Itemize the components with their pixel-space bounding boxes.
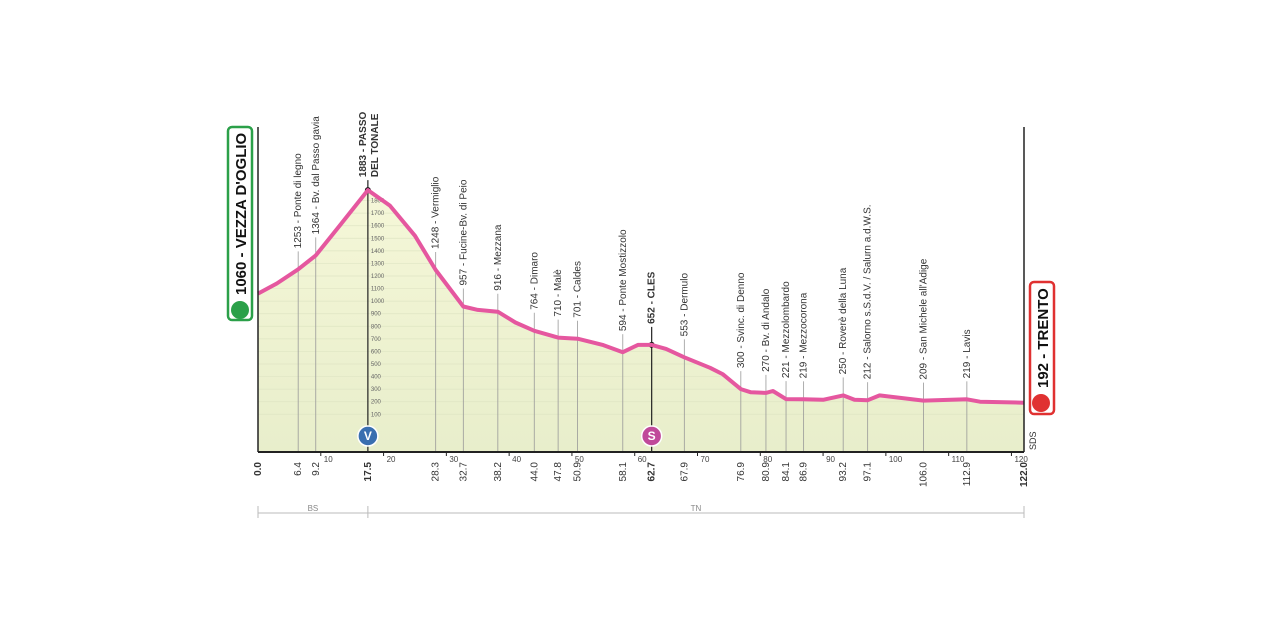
- km-label: 50.9: [573, 462, 584, 482]
- x-tick-label: 80: [763, 455, 772, 464]
- start-box: [226, 125, 254, 322]
- x-tick-label: 70: [701, 455, 710, 464]
- waypoint-label: 594 - Ponte Mostizzolo: [618, 229, 629, 331]
- x-tick-label: 90: [826, 455, 835, 464]
- y-tick-label: 200: [371, 400, 382, 406]
- km-label: 106.0: [919, 462, 930, 487]
- waypoint-label: 219 - Lavis: [962, 329, 973, 378]
- waypoint-label: 916 - Mezzana: [493, 224, 504, 291]
- x-tick-label: 20: [387, 455, 396, 464]
- x-tick-label: 60: [638, 455, 647, 464]
- km-label: 62.7: [647, 462, 658, 482]
- waypoint-label: 1883 - PASSO: [358, 112, 369, 178]
- waypoint-label: DEL TONALE: [370, 113, 381, 177]
- waypoint-label: 710 - Malè: [553, 269, 564, 317]
- km-label: 6.4: [293, 462, 304, 476]
- waypoint-label: 209 - San Michele all'Adige: [919, 258, 930, 379]
- icon: [640, 425, 663, 447]
- x-tick-label: 10: [324, 455, 333, 464]
- x-tick-label: 110: [952, 455, 965, 464]
- waypoint-label: 764 - Dimaro: [529, 252, 540, 310]
- icon: [357, 425, 379, 447]
- km-label: 9.2: [311, 462, 322, 476]
- y-tick-label: 300: [371, 387, 382, 393]
- waypoint-label: 219 - Mezzocorona: [799, 292, 810, 378]
- region-label: BS: [308, 504, 319, 513]
- km-label: 28.3: [431, 462, 442, 482]
- km-label: 93.2: [838, 462, 849, 482]
- finish-label: 192 - TRENTO: [1035, 288, 1052, 388]
- km-label: 122.0: [1019, 462, 1030, 487]
- x-tick-label: 100: [889, 455, 903, 464]
- km-label: 67.9: [679, 462, 690, 482]
- y-tick-label: 1200: [371, 274, 385, 280]
- y-tick-label: 1600: [371, 224, 385, 230]
- icon-label: S: [648, 429, 656, 443]
- waypoint-label: 300 - Svinc. di Denno: [736, 272, 747, 368]
- waypoint-label: 1364 - Bv. dal Passo gavia: [311, 116, 322, 235]
- waypoint-label: 957 - Fucine-Bv. di Peio: [458, 179, 469, 285]
- y-tick-label: 1700: [371, 211, 385, 217]
- sds-label: SDS: [1028, 431, 1038, 450]
- y-tick-label: 100: [371, 412, 382, 418]
- waypoint-label: 652 - CLES: [647, 271, 658, 324]
- km-label: 112.9: [962, 462, 973, 487]
- y-tick-label: 1500: [371, 236, 385, 242]
- km-label: 58.1: [618, 462, 629, 482]
- x-tick-label: 40: [512, 455, 521, 464]
- y-tick-label: 900: [371, 312, 382, 318]
- y-tick-label: 1000: [371, 299, 385, 305]
- waypoint-label: 221 - Mezzolombardo: [781, 281, 792, 378]
- waypoint-label: 1253 - Ponte di legno: [293, 153, 304, 249]
- waypoint-label: 270 - Bv. di Andalo: [761, 288, 772, 372]
- waypoint-label: 553 - Dermulo: [679, 273, 690, 337]
- x-tick-label: 50: [575, 455, 584, 464]
- icon-label: V: [364, 429, 372, 443]
- start-icon: [231, 301, 249, 319]
- km-label: 44.0: [529, 462, 540, 482]
- km-label: 80.9: [761, 462, 772, 482]
- profile-area: [258, 190, 1024, 452]
- y-tick-label: 800: [371, 324, 382, 330]
- km-label: 38.2: [493, 462, 504, 482]
- y-tick-label: 600: [371, 349, 382, 355]
- km-label: 32.7: [458, 462, 469, 482]
- y-tick-label: 500: [371, 362, 382, 368]
- km-label: 0.0: [253, 462, 264, 476]
- start-label: 1060 - VEZZA D'OGLIO: [233, 132, 250, 295]
- km-label: 17.5: [363, 462, 374, 482]
- waypoint-label: 250 - Roverè della Luna: [838, 267, 849, 374]
- km-label: 76.9: [736, 462, 747, 482]
- y-tick-label: 400: [371, 375, 382, 381]
- y-tick-label: 1100: [371, 287, 385, 293]
- waypoint-label: 1248 - Vermiglio: [431, 176, 442, 249]
- y-tick-label: 1800: [371, 199, 385, 205]
- x-tick-label: 120: [1014, 455, 1028, 464]
- y-tick-label: 700: [371, 337, 382, 343]
- y-tick-label: 1300: [371, 261, 385, 267]
- km-label: 84.1: [781, 462, 792, 482]
- y-tick-label: 1400: [371, 249, 385, 255]
- waypoint-label: 701 - Caldes: [573, 261, 584, 318]
- profile-line: [257, 188, 1025, 405]
- waypoint-label: 212 - Salorno s.S.d.V. / Salurn a.d.W.S.: [863, 204, 874, 379]
- km-label: 47.8: [553, 462, 564, 482]
- finish-box: [1028, 280, 1056, 416]
- finish-icon: [1032, 394, 1050, 412]
- region-label: TN: [691, 504, 702, 513]
- km-label: 97.1: [863, 462, 874, 482]
- x-tick-label: 30: [449, 455, 458, 464]
- km-label: 86.9: [799, 462, 810, 482]
